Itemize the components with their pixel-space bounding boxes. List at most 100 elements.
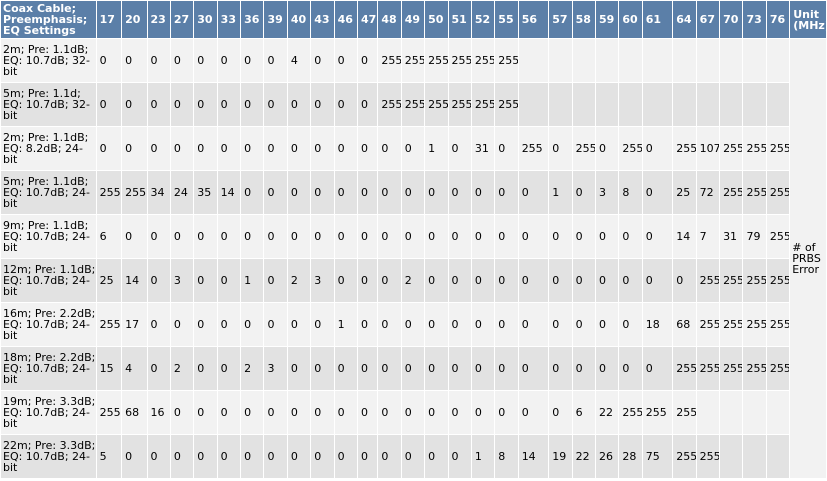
value-cell: 0 — [471, 171, 495, 214]
value-cell: 0 — [217, 259, 241, 302]
column-header: 36 — [241, 1, 264, 38]
value-cell: 255 — [673, 391, 696, 434]
value-cell: 0 — [495, 215, 518, 258]
value-cell: 255 — [743, 171, 766, 214]
value-cell: 0 — [311, 215, 334, 258]
value-cell: 0 — [673, 259, 696, 302]
value-cell — [619, 83, 642, 126]
value-cell: 0 — [401, 347, 425, 390]
value-cell: 0 — [595, 303, 619, 346]
value-cell: 0 — [170, 391, 194, 434]
value-cell: 4 — [287, 39, 311, 82]
value-cell: 0 — [147, 303, 170, 346]
value-cell: 0 — [122, 435, 147, 478]
column-header: 23 — [147, 1, 170, 38]
value-cell: 0 — [147, 435, 170, 478]
value-cell: 0 — [358, 391, 378, 434]
value-cell: 17 — [122, 303, 147, 346]
value-cell: 0 — [572, 347, 595, 390]
value-cell: 0 — [401, 171, 425, 214]
value-cell: 2 — [170, 347, 194, 390]
column-header: 51 — [448, 1, 471, 38]
value-cell: 68 — [122, 391, 147, 434]
value-cell: 0 — [334, 127, 358, 170]
value-cell: 255 — [378, 83, 401, 126]
column-header: 58 — [572, 1, 595, 38]
value-cell: 0 — [378, 303, 401, 346]
value-cell — [766, 435, 790, 478]
value-cell: 107 — [696, 127, 720, 170]
value-cell: 68 — [673, 303, 696, 346]
setting-cell: 19m; Pre: 3.3dB; EQ: 10.7dB; 24-bit — [1, 391, 96, 434]
column-header: 47 — [358, 1, 378, 38]
value-cell: 0 — [401, 435, 425, 478]
value-cell: 0 — [334, 83, 358, 126]
column-header: 73 — [743, 1, 766, 38]
value-cell: 255 — [720, 303, 743, 346]
value-cell: 0 — [448, 215, 471, 258]
value-cell: 8 — [495, 435, 518, 478]
value-cell — [518, 83, 549, 126]
value-cell: 0 — [170, 39, 194, 82]
value-cell: 255 — [122, 171, 147, 214]
table-row: 9m; Pre: 1.1dB; EQ: 10.7dB; 24-bit 6 0 0 0 0 0… — [1, 215, 826, 258]
value-cell: 0 — [572, 171, 595, 214]
value-cell: 255 — [448, 83, 471, 126]
value-cell: 255 — [425, 83, 448, 126]
value-cell: 0 — [194, 127, 217, 170]
value-cell: 0 — [334, 171, 358, 214]
value-cell: 0 — [264, 171, 287, 214]
value-cell: 255 — [696, 347, 720, 390]
value-cell: 255 — [96, 171, 122, 214]
value-cell: 255 — [96, 391, 122, 434]
value-cell: 255 — [696, 259, 720, 302]
value-cell: 3 — [264, 347, 287, 390]
value-cell: 26 — [595, 435, 619, 478]
value-cell: 255 — [495, 83, 518, 126]
value-cell — [743, 435, 766, 478]
value-cell: 0 — [448, 303, 471, 346]
column-header: 49 — [401, 1, 425, 38]
value-cell: 0 — [194, 391, 217, 434]
column-header: 17 — [96, 1, 122, 38]
value-cell: 0 — [549, 215, 572, 258]
value-cell: 0 — [448, 127, 471, 170]
value-cell: 0 — [194, 303, 217, 346]
value-cell: 0 — [264, 39, 287, 82]
column-header: 64 — [673, 1, 696, 38]
value-cell: 0 — [595, 215, 619, 258]
value-cell: 0 — [595, 259, 619, 302]
value-cell: 0 — [311, 391, 334, 434]
value-cell: 7 — [696, 215, 720, 258]
value-cell: 0 — [194, 347, 217, 390]
value-cell — [696, 39, 720, 82]
setting-cell: 2m; Pre: 1.1dB; EQ: 8.2dB; 24-bit — [1, 127, 96, 170]
column-header: 52 — [471, 1, 495, 38]
value-cell: 0 — [170, 435, 194, 478]
value-cell: 0 — [642, 259, 673, 302]
value-cell: 0 — [147, 215, 170, 258]
value-cell: 0 — [378, 391, 401, 434]
value-cell — [766, 83, 790, 126]
value-cell: 0 — [518, 171, 549, 214]
value-cell — [743, 83, 766, 126]
value-cell: 0 — [549, 303, 572, 346]
value-cell: 0 — [448, 171, 471, 214]
value-cell: 0 — [642, 347, 673, 390]
value-cell: 0 — [518, 347, 549, 390]
column-header: 33 — [217, 1, 241, 38]
column-header: 39 — [264, 1, 287, 38]
value-cell — [673, 83, 696, 126]
value-cell: 255 — [766, 347, 790, 390]
value-cell: 255 — [720, 127, 743, 170]
value-cell — [720, 83, 743, 126]
value-cell: 0 — [217, 391, 241, 434]
value-cell: 0 — [241, 83, 264, 126]
value-cell: 0 — [549, 347, 572, 390]
value-cell: 0 — [495, 391, 518, 434]
value-cell: 24 — [170, 171, 194, 214]
value-cell: 255 — [743, 303, 766, 346]
value-cell: 0 — [264, 435, 287, 478]
value-cell: 14 — [122, 259, 147, 302]
